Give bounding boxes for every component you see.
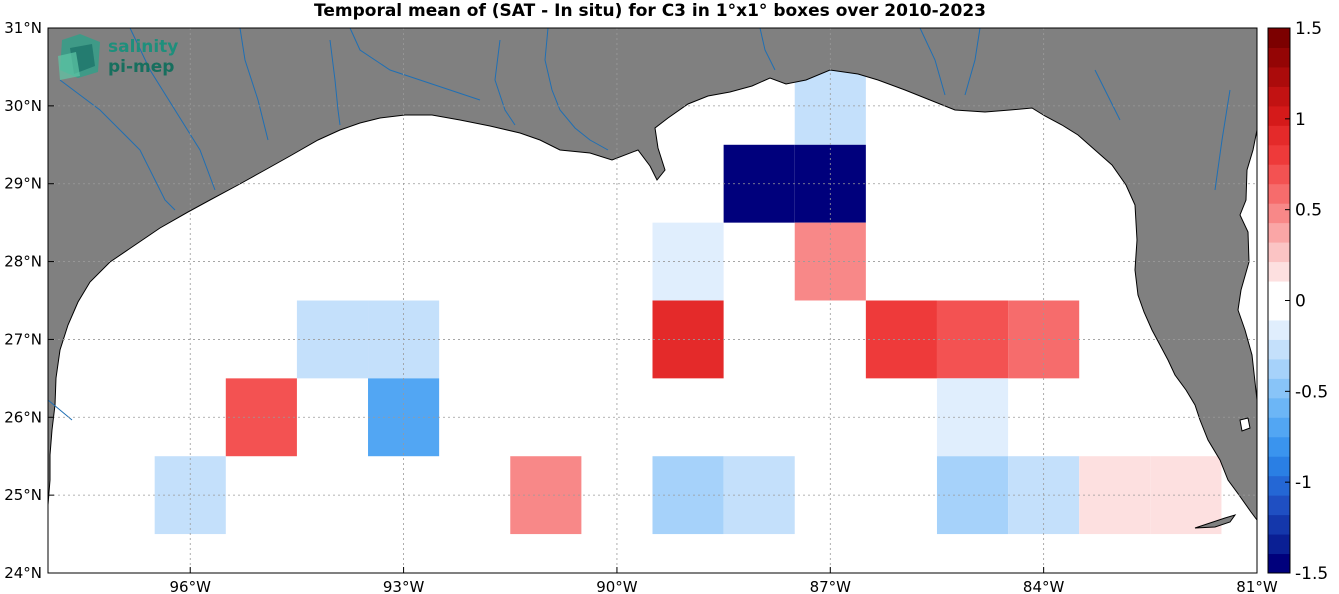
- sabine-river: [329, 39, 341, 126]
- colorbar-segment: [1268, 105, 1290, 126]
- colorbar-segment: [1268, 261, 1290, 282]
- x-tick-label: 87°W: [810, 578, 852, 594]
- colorbar-tick-label: 1: [1295, 110, 1306, 130]
- colorbar-segment: [1268, 319, 1290, 340]
- x-tick-label: 96°W: [170, 578, 212, 594]
- rivers-layer: [47, 27, 1231, 421]
- colorbar-segment: [1268, 495, 1290, 516]
- data-cell: [154, 456, 226, 535]
- colorbar-segment: [1268, 514, 1290, 535]
- colorbar-segment: [1268, 28, 1290, 48]
- colorbar-segment: [1268, 86, 1290, 107]
- y-tick-label: 25°N: [4, 486, 42, 504]
- y-tick-label: 27°N: [4, 330, 42, 348]
- colorbar-segment: [1268, 534, 1290, 555]
- y-axis-ticks: 24°N 25°N 26°N 27°N 28°N 29°N 30°N 31°N: [4, 19, 54, 582]
- y-tick-label: 31°N: [4, 19, 42, 37]
- colorbar-segment: [1268, 397, 1290, 418]
- data-cell: [936, 300, 1009, 379]
- rio-grande: [47, 399, 73, 421]
- salinity-pimep-logo-icon: [58, 34, 100, 80]
- x-axis-ticks: 96°W 93°W 90°W 87°W 84°W 81°W: [170, 567, 1278, 594]
- y-tick-label: 28°N: [4, 253, 42, 271]
- colorbar-segment: [1268, 378, 1290, 399]
- data-cell: [510, 456, 582, 535]
- map-frame: [47, 27, 1258, 574]
- flint-river: [964, 27, 981, 96]
- colorbar-tick-label: 1.5: [1295, 19, 1322, 39]
- logo: salinity pi-mep: [58, 34, 178, 80]
- data-cell: [225, 378, 297, 457]
- x-tick-label: 90°W: [596, 578, 638, 594]
- colorbar-tick-label: -1: [1295, 473, 1312, 493]
- x-tick-label: 81°W: [1236, 578, 1278, 594]
- colorbar-segment: [1268, 47, 1290, 68]
- colorbar-segment: [1268, 358, 1290, 379]
- colorbar-tick-label: 0.5: [1295, 201, 1322, 221]
- atchafalaya-river: [494, 39, 516, 126]
- colorbar-segment: [1268, 417, 1290, 438]
- chattahoochee-river: [919, 27, 946, 96]
- x-tick-label: 93°W: [383, 578, 425, 594]
- colorado-river: [59, 79, 176, 211]
- colorbar-segment: [1268, 456, 1290, 477]
- logo-line1: salinity: [108, 37, 178, 57]
- trinity-river: [239, 27, 269, 141]
- colorbar-tick-label: -1.5: [1295, 564, 1328, 584]
- colorbar-segment: [1268, 281, 1290, 301]
- colorbar-segment: [1268, 66, 1290, 87]
- colorbar-segment: [1268, 339, 1290, 360]
- colorbar-segment: [1268, 125, 1290, 146]
- data-cell: [296, 300, 369, 379]
- colorbar-tick-label: -0.5: [1295, 382, 1328, 402]
- x-tick-label: 84°W: [1023, 578, 1065, 594]
- colorbar-segment: [1268, 436, 1290, 457]
- colorbar-segment: [1268, 183, 1290, 204]
- data-cell: [865, 300, 937, 379]
- colorbar-segment: [1268, 164, 1290, 185]
- colorbar-tick-label: 0: [1295, 292, 1306, 312]
- colorbar-segment: [1268, 475, 1290, 496]
- lake-okeechobee: [1239, 417, 1251, 432]
- colorbar: [1268, 28, 1290, 574]
- suwannee-river: [1094, 69, 1121, 121]
- colorbar-segment: [1268, 553, 1290, 574]
- florida-keys: [1194, 514, 1237, 529]
- mississippi-river: [544, 27, 609, 151]
- colorbar-segment: [1268, 222, 1290, 243]
- st-johns-river: [1214, 89, 1231, 191]
- red-river: [349, 27, 481, 101]
- y-tick-label: 29°N: [4, 175, 42, 193]
- colorbar-ticks: 1.5 1 0.5 0 -0.5 -1 -1.5: [1285, 19, 1328, 584]
- map-title: Temporal mean of (SAT - In situ) for C3 …: [314, 1, 986, 21]
- y-tick-label: 30°N: [4, 97, 42, 115]
- brazos-river: [129, 27, 216, 191]
- logo-line2: pi-mep: [108, 57, 174, 77]
- alabama-river: [759, 27, 776, 71]
- y-tick-label: 24°N: [4, 564, 42, 582]
- y-tick-label: 26°N: [4, 408, 42, 426]
- colorbar-segment: [1268, 203, 1290, 224]
- colorbar-segment: [1268, 144, 1290, 165]
- colorbar-segment: [1268, 300, 1290, 321]
- data-cell: [936, 456, 1009, 535]
- data-cell: [936, 378, 1009, 457]
- colorbar-segment: [1268, 242, 1290, 263]
